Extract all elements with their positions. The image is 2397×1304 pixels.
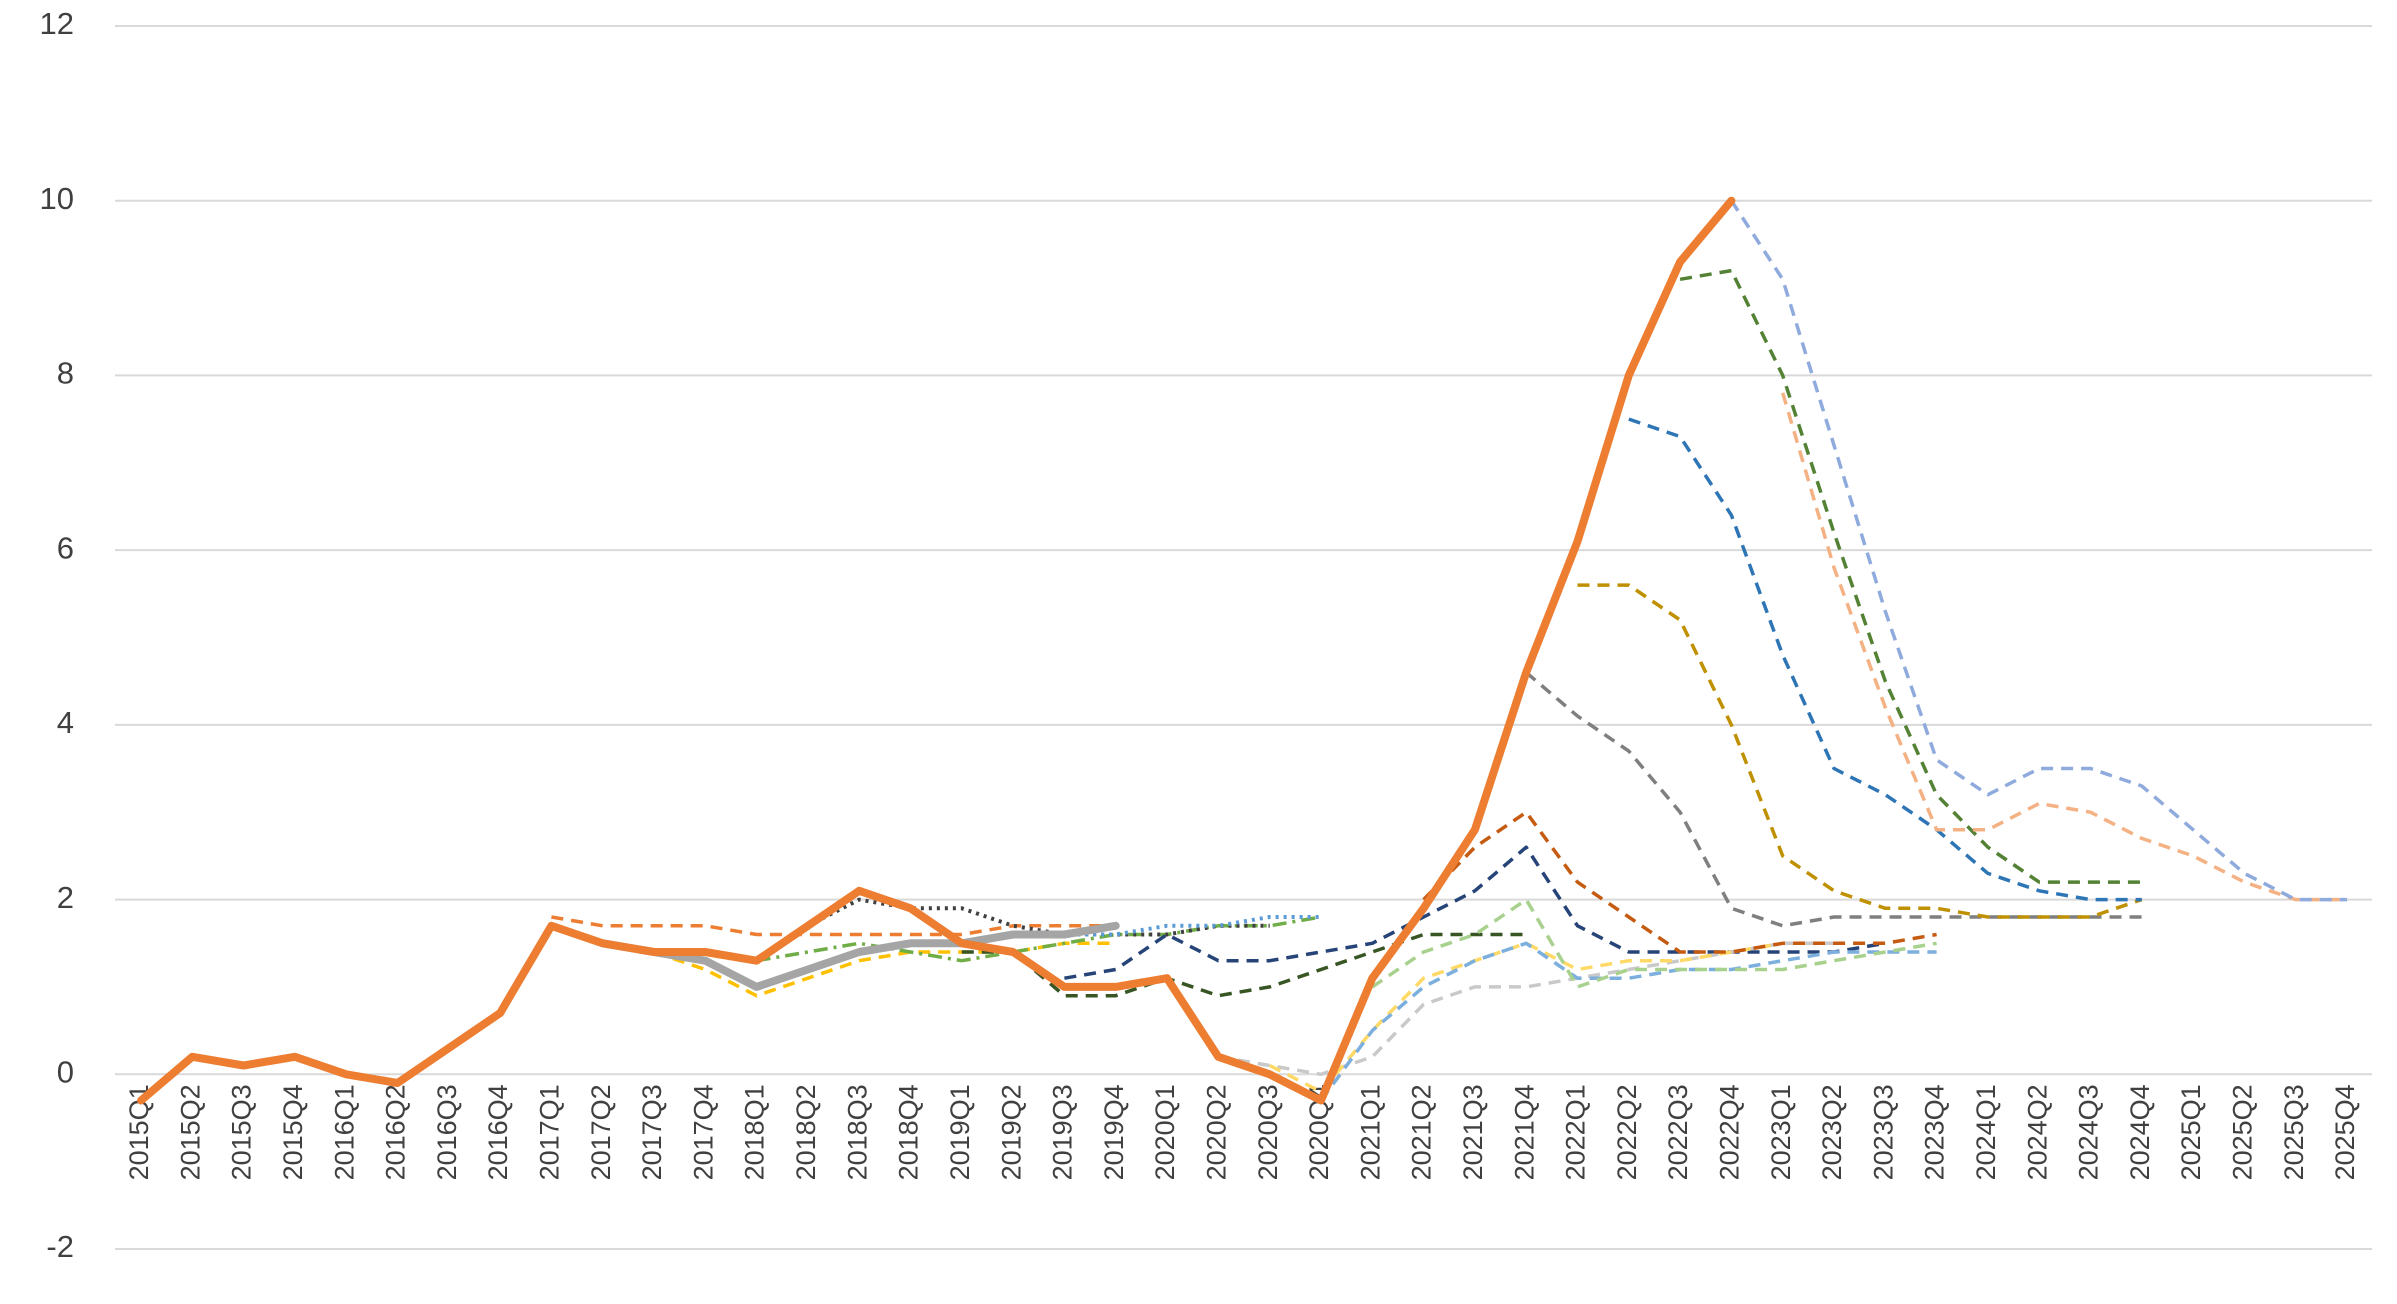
x-tick-label: 2023Q3	[1868, 1084, 1898, 1180]
series-line	[1628, 417, 2142, 902]
x-tick-label: 2015Q2	[175, 1084, 205, 1180]
series-line	[961, 932, 1527, 998]
series-line	[1781, 392, 2347, 902]
x-tick-label: 2024Q4	[2125, 1084, 2155, 1180]
x-tick-label: 2018Q2	[791, 1084, 821, 1180]
series-line	[1422, 810, 1937, 954]
series-line	[806, 897, 1270, 937]
series-line	[1218, 941, 1834, 1077]
x-tick-label: 2022Q1	[1561, 1084, 1591, 1180]
x-tick-label: 2021Q3	[1458, 1084, 1488, 1180]
x-tick-label: 2019Q4	[1099, 1084, 1129, 1180]
y-tick-label: 12	[40, 6, 74, 41]
series-line	[653, 941, 1116, 998]
x-tick-label: 2017Q4	[688, 1084, 718, 1180]
x-tick-label: 2019Q2	[996, 1084, 1026, 1180]
series-line	[1577, 583, 2143, 919]
series-line	[1013, 915, 1321, 937]
series-line	[1268, 941, 1783, 1094]
x-tick-label: 2021Q2	[1407, 1084, 1437, 1180]
x-tick-label: 2016Q2	[381, 1084, 411, 1180]
series-line	[1064, 845, 1886, 980]
series-line	[137, 196, 1736, 1105]
x-tick-label: 2022Q2	[1612, 1084, 1642, 1180]
x-tick-label: 2023Q4	[1920, 1084, 1950, 1180]
series-line	[1371, 897, 1937, 989]
x-tick-label: 2024Q3	[2074, 1084, 2104, 1180]
x-tick-label: 2025Q4	[2330, 1084, 2360, 1180]
series-line	[1319, 941, 1937, 1102]
x-tick-label: 2018Q1	[740, 1084, 770, 1180]
x-tick-label: 2021Q4	[1509, 1084, 1539, 1180]
x-tick-label: 2025Q3	[2279, 1084, 2309, 1180]
series-line	[1525, 671, 2142, 928]
x-tick-label: 2025Q1	[2176, 1084, 2206, 1180]
series-line	[551, 915, 1116, 937]
x-tick-label: 2020Q3	[1253, 1084, 1283, 1180]
x-tick-label: 2018Q3	[842, 1084, 872, 1180]
y-tick-label: 10	[40, 181, 74, 216]
y-tick-label: 0	[57, 1054, 74, 1089]
x-tick-label: 2016Q4	[483, 1084, 513, 1180]
x-tick-label: 2015Q4	[278, 1084, 308, 1180]
series-line	[1679, 268, 2142, 884]
y-tick-label: 6	[57, 530, 74, 565]
x-tick-label: 2022Q3	[1663, 1084, 1693, 1180]
x-tick-label: 2020Q1	[1150, 1084, 1180, 1180]
x-tick-label: 2021Q1	[1355, 1084, 1385, 1180]
x-tick-label: 2023Q1	[1766, 1084, 1796, 1180]
x-tick-label: 2023Q2	[1817, 1084, 1847, 1180]
x-tick-label: 2018Q4	[894, 1084, 924, 1180]
y-tick-label: 4	[57, 705, 74, 740]
x-tick-label: 2017Q3	[637, 1084, 667, 1180]
x-tick-label: 2019Q3	[1048, 1084, 1078, 1180]
x-tick-label: 2020Q2	[1201, 1084, 1231, 1180]
x-tick-label: 2017Q1	[535, 1084, 565, 1180]
x-tick-label: 2019Q1	[945, 1084, 975, 1180]
x-tick-label: 2022Q4	[1714, 1084, 1744, 1180]
x-tick-label: 2024Q2	[2022, 1084, 2052, 1180]
x-tick-label: 2016Q3	[432, 1084, 462, 1180]
series-line	[598, 921, 1120, 991]
y-tick-label: 8	[57, 356, 74, 391]
x-tick-label: 2016Q1	[329, 1084, 359, 1180]
x-tick-label: 2015Q3	[227, 1084, 257, 1180]
y-tick-label: 2	[57, 880, 74, 915]
x-tick-label: 2017Q2	[586, 1084, 616, 1180]
x-tick-label: 2024Q1	[1971, 1084, 2001, 1180]
y-tick-label: -2	[46, 1229, 74, 1264]
series-line	[1729, 199, 2347, 902]
series-line	[756, 915, 1322, 963]
x-tick-label: 2025Q2	[2228, 1084, 2258, 1180]
